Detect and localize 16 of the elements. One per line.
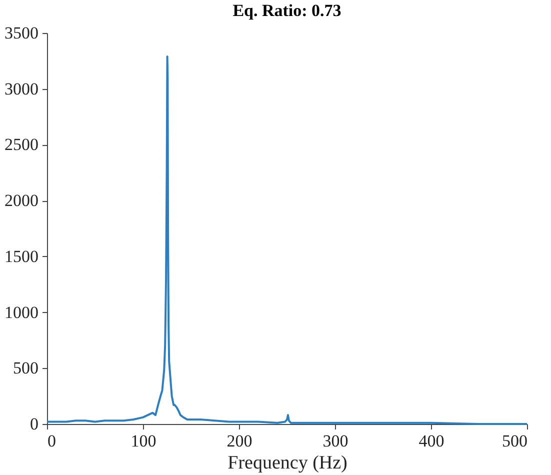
- y-tick-label: 500: [13, 358, 38, 378]
- y-tick-label: 2500: [4, 135, 38, 154]
- x-tick-label: 300: [322, 432, 348, 450]
- x-tick-label: 100: [130, 432, 156, 450]
- y-tick-label: 3500: [4, 24, 38, 42]
- x-tick-label: 0: [48, 432, 56, 450]
- y-tick-label: 2000: [4, 191, 38, 210]
- y-tick-label: 1000: [4, 302, 38, 322]
- chart-title: Eq. Ratio: 0.73: [232, 1, 342, 20]
- y-tick-label: 3000: [4, 79, 38, 98]
- x-tick-label: 500: [502, 432, 528, 450]
- x-axis-title: Frequency (Hz): [228, 452, 348, 474]
- y-tick-label: 0: [30, 414, 38, 434]
- x-tick-label: 200: [226, 432, 252, 450]
- x-tick-label: 400: [418, 432, 444, 450]
- y-tick-label: 1500: [4, 246, 38, 266]
